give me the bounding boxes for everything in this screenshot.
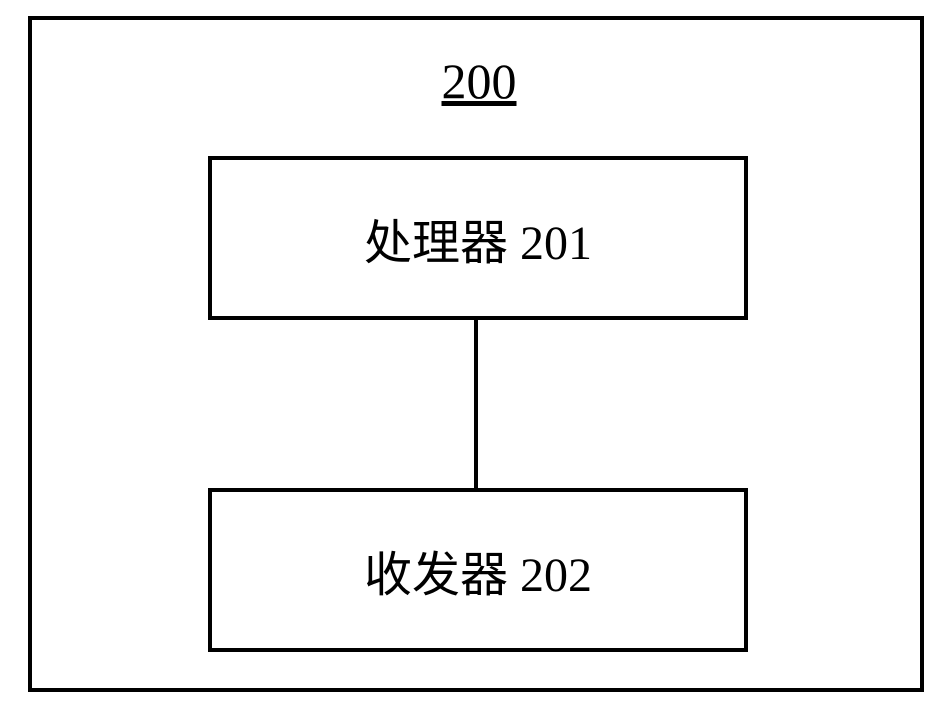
connector-line (474, 320, 478, 488)
processor-block: 处理器 201 (208, 156, 748, 320)
transceiver-block: 收发器 202 (208, 488, 748, 652)
diagram-title: 200 (434, 52, 524, 110)
